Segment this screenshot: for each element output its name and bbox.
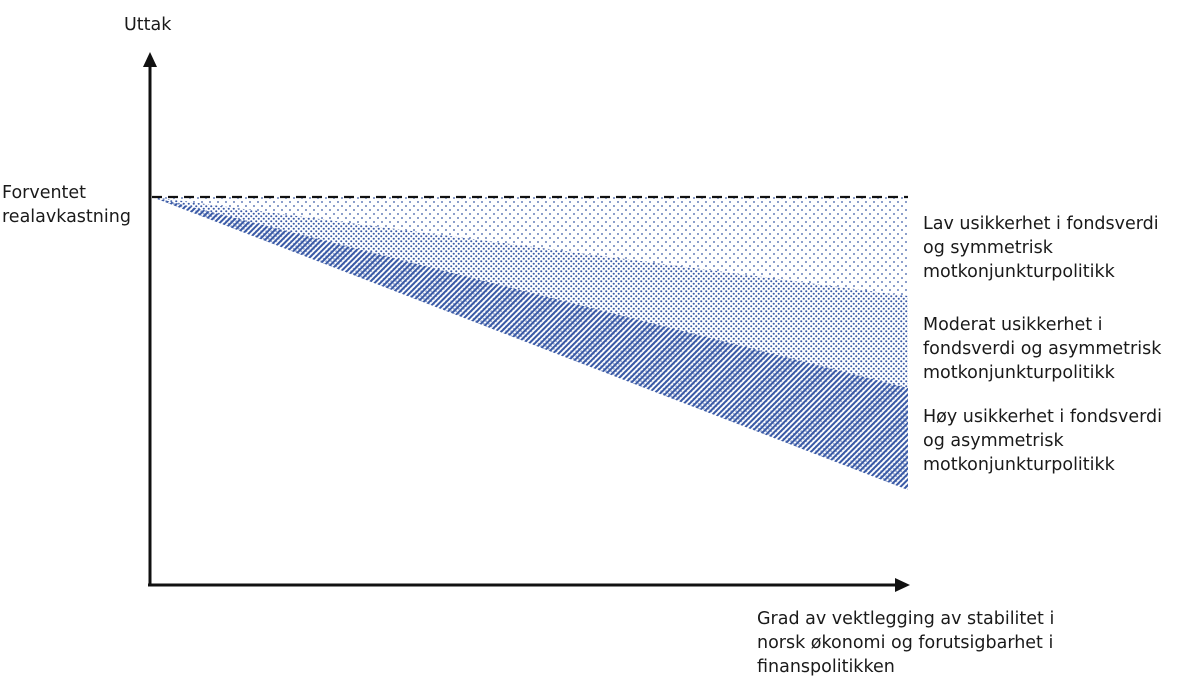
x-axis-label-line: finanspolitikken	[757, 657, 895, 677]
band-low-label-line: Lav usikkerhet i fondsverdi	[923, 214, 1159, 234]
band-high-label-line: Høy usikkerhet i fondsverdi	[923, 407, 1163, 427]
x-axis-label: Grad av vektlegging av stabilitet i nors…	[757, 607, 1054, 679]
reference-label-line: realavkastning	[2, 207, 131, 227]
band-mid-label: Moderat usikkerhet i fondsverdi og asymm…	[923, 313, 1161, 385]
x-axis-arrowhead	[895, 578, 910, 592]
band-mid-label-line: fondsverdi og asymmetrisk	[923, 339, 1162, 359]
y-axis-arrowhead	[143, 52, 157, 67]
band-high-label-line: og asymmetrisk	[923, 431, 1064, 451]
band-mid-label-line: motkonjunkturpolitikk	[923, 363, 1115, 383]
band-high-label-line: motkonjunkturpolitikk	[923, 455, 1115, 475]
x-axis-label-line: norsk økonomi og forutsigbarhet i	[757, 633, 1054, 653]
band-low-label-line: og symmetrisk	[923, 238, 1053, 258]
band-mid-label-line: Moderat usikkerhet i	[923, 315, 1103, 335]
reference-label-line: Forventet	[2, 183, 87, 203]
band-low-label: Lav usikkerhet i fondsverdi og symmetris…	[923, 212, 1159, 284]
reference-label: Forventet realavkastning	[2, 181, 131, 229]
x-axis-label-line: Grad av vektlegging av stabilitet i	[757, 609, 1055, 629]
y-axis-label: Uttak	[124, 15, 172, 35]
band-low-label-line: motkonjunkturpolitikk	[923, 262, 1115, 282]
band-high-label: Høy usikkerhet i fondsverdi og asymmetri…	[923, 405, 1162, 477]
